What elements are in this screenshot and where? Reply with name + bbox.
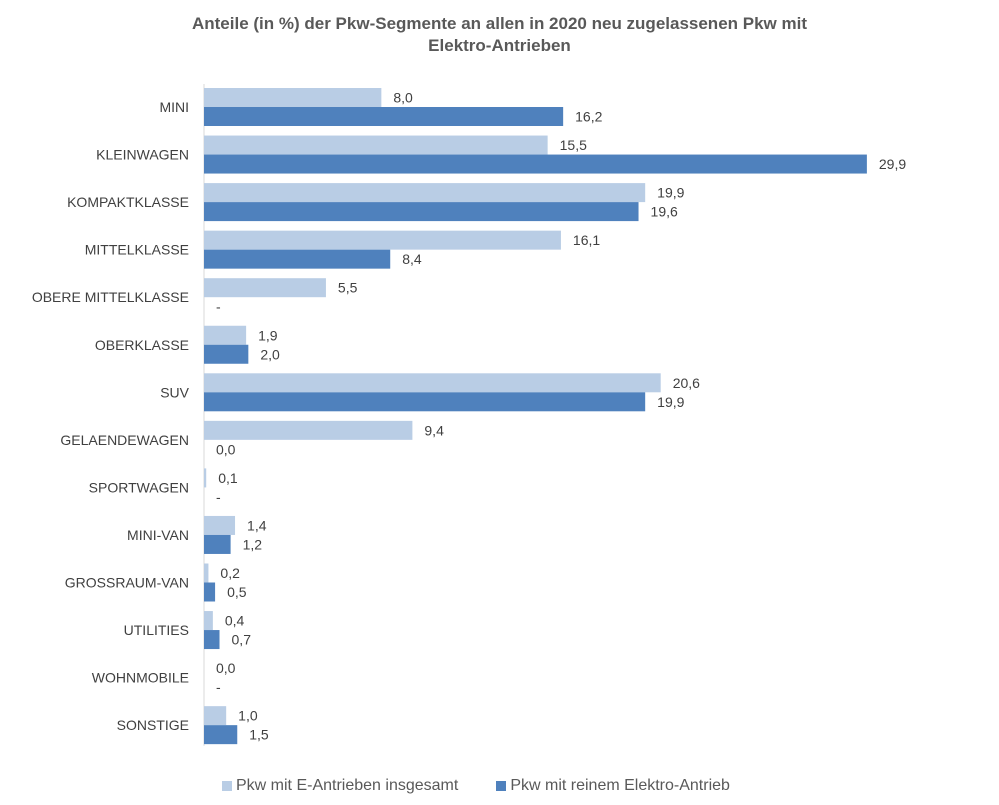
- bar-total: [204, 183, 646, 203]
- chart-title-line-1: Anteile (in %) der Pkw-Segmente an allen…: [191, 14, 807, 33]
- data-label-pure-electric: 1,2: [243, 536, 263, 552]
- data-label-total: 8,0: [393, 90, 413, 106]
- bar-total: [204, 278, 326, 298]
- category-label: MINI: [159, 99, 189, 115]
- data-label-pure-electric: 19,6: [651, 204, 678, 220]
- legend-label-pure-electric: Pkw mit reinem Elektro-Antrieb: [510, 777, 730, 794]
- data-label-pure-electric: 19,9: [657, 394, 684, 410]
- bar-pure-electric: [204, 202, 639, 222]
- data-label-total: 1,4: [247, 517, 267, 533]
- category-label: WOHNMOBILE: [92, 670, 189, 686]
- category-label: GELAENDEWAGEN: [60, 432, 189, 448]
- legend-item-total: Pkw mit E-Antrieben insgesamt: [222, 777, 458, 795]
- bar-total: [204, 420, 413, 440]
- bar-total: [204, 230, 561, 250]
- category-label: UTILITIES: [124, 622, 189, 638]
- category-label: SUV: [160, 384, 189, 400]
- bar-total: [204, 563, 209, 583]
- legend-swatch-total: [222, 781, 232, 791]
- bar-total: [204, 515, 236, 535]
- legend: Pkw mit E-Antrieben insgesamt Pkw mit re…: [222, 777, 730, 795]
- bar-total: [204, 135, 548, 155]
- category-label: MITTELKLASSE: [85, 242, 189, 258]
- bar-pure-electric: [204, 392, 646, 412]
- data-label-pure-electric: 0,0: [216, 441, 236, 457]
- data-label-total: 0,0: [216, 660, 236, 676]
- data-label-total: 0,1: [218, 470, 238, 486]
- bar-pure-electric: [204, 249, 391, 269]
- data-label-total: 0,4: [225, 613, 245, 629]
- data-label-pure-electric: 29,9: [879, 156, 906, 172]
- bar-pure-electric: [204, 154, 867, 174]
- bar-total: [204, 373, 661, 393]
- data-label-total: 1,0: [238, 708, 258, 724]
- chart-title: Anteile (in %) der Pkw-Segmente an allen…: [0, 13, 999, 57]
- legend-label-total: Pkw mit E-Antrieben insgesamt: [236, 777, 459, 794]
- category-label: SPORTWAGEN: [89, 479, 189, 495]
- data-label-total: 15,5: [560, 137, 587, 153]
- category-label: OBERE MITTELKLASSE: [32, 289, 189, 305]
- data-label-pure-electric: 16,2: [575, 109, 602, 125]
- data-label-total: 5,5: [338, 280, 358, 296]
- bar-pure-electric: [204, 107, 564, 126]
- data-label-pure-electric: -: [216, 679, 221, 695]
- data-label-pure-electric: 2,0: [260, 346, 280, 362]
- category-label: KLEINWAGEN: [96, 147, 189, 163]
- data-label-total: 19,9: [657, 185, 684, 201]
- data-label-total: 20,6: [673, 375, 700, 391]
- data-label-total: 0,2: [220, 565, 240, 581]
- chart-title-line-2: Elektro-Antrieben: [428, 36, 571, 55]
- bar-total: [204, 325, 247, 345]
- data-label-pure-electric: -: [216, 299, 221, 315]
- data-label-pure-electric: 8,4: [402, 251, 422, 267]
- category-label: GROSSRAUM-VAN: [65, 575, 189, 591]
- data-label-pure-electric: 0,7: [232, 632, 252, 648]
- data-label-total: 9,4: [424, 422, 444, 438]
- data-label-pure-electric: 0,5: [227, 584, 247, 600]
- bar-total: [204, 611, 213, 631]
- data-label-pure-electric: 1,5: [249, 727, 269, 743]
- bar-pure-electric: [204, 725, 238, 745]
- data-label-pure-electric: -: [216, 489, 221, 505]
- category-label: OBERKLASSE: [95, 337, 189, 353]
- category-label: SONSTIGE: [117, 717, 189, 733]
- bar-pure-electric: [204, 344, 249, 364]
- category-label: MINI-VAN: [127, 527, 189, 543]
- bar-total: [204, 706, 227, 726]
- legend-swatch-pure-electric: [496, 781, 507, 791]
- data-label-total: 16,1: [573, 232, 600, 248]
- bar-total: [204, 88, 382, 107]
- bar-pure-electric: [204, 630, 220, 650]
- category-label: KOMPAKTKLASSE: [67, 194, 189, 210]
- legend-item-pure-electric: Pkw mit reinem Elektro-Antrieb: [496, 777, 730, 795]
- data-label-total: 1,9: [258, 327, 278, 343]
- bar-pure-electric: [204, 534, 231, 554]
- bar-pure-electric: [204, 582, 216, 602]
- bar-total: [204, 468, 207, 488]
